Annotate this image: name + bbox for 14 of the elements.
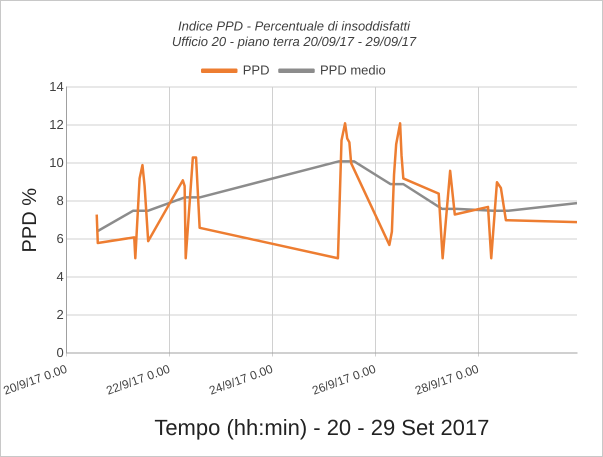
y-axis-title: PPD % — [18, 188, 41, 252]
y-tick-label: 6 — [56, 230, 64, 246]
x-axis-title: Tempo (hh:min) - 20 - 29 Set 2017 — [154, 414, 490, 440]
y-tick-label: 12 — [49, 116, 64, 132]
y-tick-label: 8 — [56, 192, 64, 208]
chart-title: Indice PPD - Percentuale di insoddisfatti — [178, 18, 412, 34]
chart-subtitle: Ufficio 20 - piano terra 20/09/17 - 29/09/17 — [172, 34, 417, 50]
y-tick-label: 4 — [56, 268, 64, 284]
y-tick-label: 14 — [49, 78, 64, 94]
y-tick-label: 10 — [49, 154, 64, 170]
legend-label: PPD medio — [320, 62, 386, 78]
y-tick-label: 0 — [56, 344, 64, 360]
y-tick-label: 2 — [56, 306, 64, 322]
legend-label: PPD — [242, 62, 270, 78]
